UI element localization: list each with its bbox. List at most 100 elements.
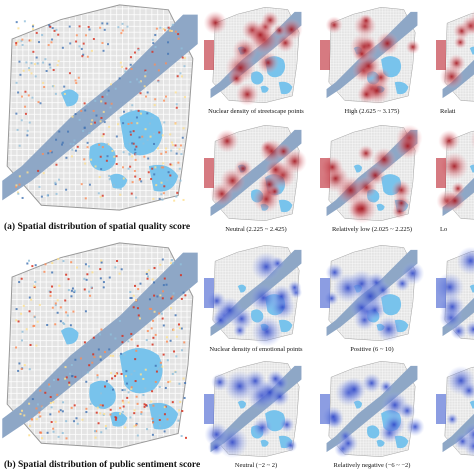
dot bbox=[130, 297, 133, 300]
dot bbox=[162, 324, 165, 327]
dot bbox=[174, 30, 177, 33]
density-blob bbox=[251, 417, 273, 438]
dot bbox=[162, 192, 165, 195]
dot bbox=[74, 79, 77, 82]
dot bbox=[86, 371, 89, 374]
dot bbox=[151, 38, 154, 41]
dot bbox=[56, 311, 59, 314]
dot bbox=[18, 183, 21, 186]
dot bbox=[181, 410, 184, 413]
dot bbox=[15, 81, 18, 84]
dot bbox=[143, 155, 146, 158]
dot bbox=[28, 296, 31, 299]
dot bbox=[16, 40, 19, 43]
density-blob bbox=[211, 373, 229, 391]
small-maps: Nuclear density of streetscape points Hig… bbox=[203, 7, 474, 469]
legend-box bbox=[436, 394, 446, 424]
dot bbox=[146, 112, 149, 115]
dot bbox=[107, 143, 110, 146]
density-blob bbox=[468, 9, 474, 34]
dot bbox=[90, 286, 93, 289]
dot bbox=[69, 42, 72, 45]
dot bbox=[167, 52, 170, 55]
dot bbox=[50, 406, 53, 409]
dot bbox=[80, 109, 83, 112]
density-blob bbox=[280, 18, 303, 41]
dot bbox=[127, 401, 130, 404]
dot bbox=[133, 170, 136, 173]
dot bbox=[86, 146, 89, 149]
dot bbox=[121, 399, 124, 402]
dot bbox=[157, 147, 160, 150]
dot bbox=[54, 302, 57, 305]
dot bbox=[127, 167, 130, 170]
dot bbox=[88, 364, 91, 367]
dot bbox=[23, 364, 26, 367]
dot bbox=[59, 409, 62, 412]
dot bbox=[94, 436, 97, 439]
dot bbox=[154, 166, 157, 169]
dot bbox=[182, 198, 185, 201]
dot bbox=[55, 138, 58, 141]
dot bbox=[34, 75, 37, 78]
dot bbox=[154, 33, 157, 36]
dot bbox=[129, 165, 132, 168]
dot bbox=[138, 136, 141, 139]
dot bbox=[20, 277, 23, 280]
dot bbox=[85, 278, 88, 281]
dot bbox=[121, 410, 124, 413]
dot bbox=[40, 437, 43, 440]
dot bbox=[175, 103, 178, 106]
dot bbox=[42, 81, 45, 84]
dot bbox=[99, 333, 102, 336]
dot bbox=[92, 336, 95, 339]
dot bbox=[134, 152, 137, 155]
dot bbox=[116, 259, 119, 262]
dot bbox=[97, 422, 100, 425]
density-blob bbox=[401, 261, 425, 285]
dot bbox=[176, 75, 179, 78]
density-blob bbox=[391, 179, 412, 201]
dot bbox=[171, 143, 174, 146]
dot bbox=[73, 139, 76, 142]
dot bbox=[56, 64, 59, 67]
dot bbox=[151, 417, 154, 420]
dot bbox=[163, 185, 166, 188]
dot bbox=[167, 381, 170, 384]
dot bbox=[20, 368, 23, 371]
dot bbox=[136, 78, 139, 81]
dot bbox=[76, 145, 79, 148]
dot bbox=[178, 167, 181, 170]
dot bbox=[36, 62, 39, 65]
dot bbox=[101, 404, 104, 407]
dot bbox=[136, 307, 139, 310]
dot bbox=[184, 294, 187, 297]
dot bbox=[101, 194, 104, 197]
dot bbox=[57, 435, 60, 438]
dot bbox=[48, 385, 51, 388]
dot bbox=[115, 135, 118, 138]
dot bbox=[41, 34, 44, 37]
dot bbox=[18, 281, 21, 284]
dot bbox=[131, 142, 134, 145]
dot bbox=[39, 415, 42, 418]
dot bbox=[133, 51, 136, 54]
dot bbox=[48, 63, 51, 66]
legend-box bbox=[204, 158, 214, 188]
dot bbox=[162, 284, 165, 287]
dot bbox=[119, 187, 122, 190]
density-blob bbox=[279, 417, 295, 433]
dot bbox=[68, 383, 71, 386]
dot bbox=[84, 310, 87, 313]
dot bbox=[106, 143, 109, 146]
dot bbox=[131, 181, 134, 184]
dot bbox=[96, 406, 99, 409]
dot bbox=[148, 298, 151, 301]
dot bbox=[114, 337, 117, 340]
dot bbox=[111, 377, 114, 380]
dot bbox=[84, 162, 87, 165]
density-blob bbox=[338, 433, 359, 454]
dot bbox=[75, 40, 78, 43]
dot bbox=[97, 192, 100, 195]
dot bbox=[69, 142, 72, 145]
